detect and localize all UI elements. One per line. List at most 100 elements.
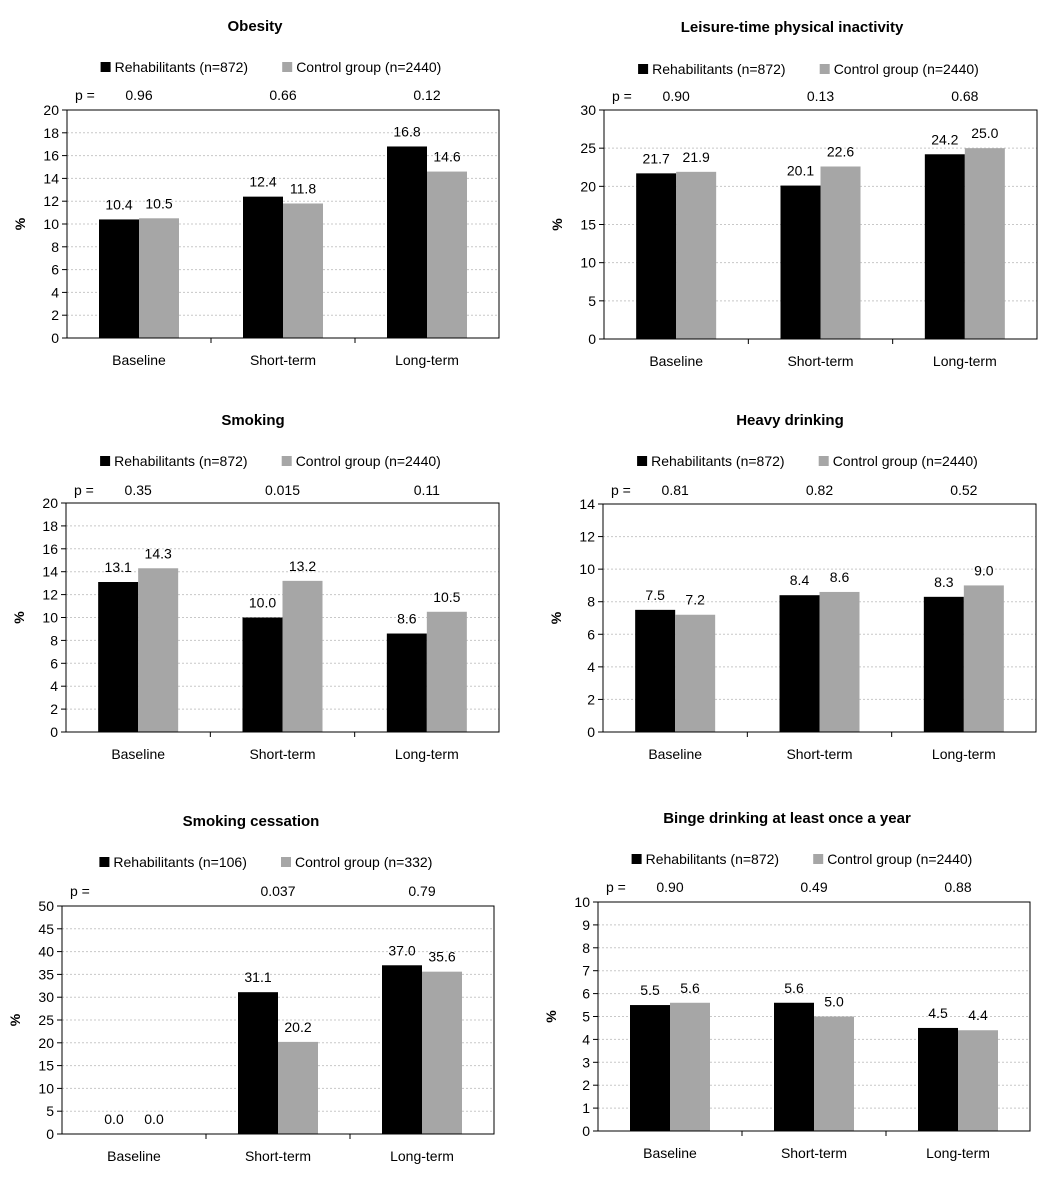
legend-label-rehabilitants: Rehabilitants (n=872) [652,61,785,77]
value-label-control: 25.0 [971,125,998,141]
y-axis-label: % [548,611,564,624]
value-label-control: 22.6 [827,143,854,159]
plot-frame [65,502,500,733]
y-axis-label: % [549,218,565,231]
bar-control [278,1041,318,1134]
legend-label-control: Control group (n=2440) [834,61,979,77]
y-tick-label: 40 [38,944,54,960]
value-label-control: 13.2 [289,558,316,574]
y-tick-label: 14 [42,564,58,580]
value-label-control: 11.8 [290,180,316,196]
value-label-control: 5.6 [680,980,700,996]
y-tick-label: 5 [588,293,596,309]
y-tick-label: 10 [574,894,590,910]
y-tick-label: 10 [42,610,58,626]
value-label-control: 21.9 [683,149,710,165]
bar-control [282,580,323,732]
legend-label-rehabilitants: Rehabilitants (n=872) [651,453,784,469]
y-tick-label: 4 [51,284,59,300]
legend-swatch-rehabilitants [99,857,110,867]
y-tick-label: 20 [42,495,58,511]
chart-title: Heavy drinking [736,412,844,429]
p-value-prefix: p = [70,883,90,899]
y-tick-label: 6 [587,626,595,642]
plot-frame [66,109,500,339]
x-category-label: Short-term [250,352,316,368]
p-value: 0.88 [944,879,971,895]
y-tick-label: 2 [587,691,595,707]
y-tick-label: 30 [580,102,596,118]
value-label-rehabilitants: 4.5 [928,1005,948,1021]
p-value: 0.96 [125,87,152,103]
y-tick-label: 0 [587,724,595,740]
legend-label-rehabilitants: Rehabilitants (n=872) [114,453,247,469]
y-tick-label: 8 [587,594,595,610]
value-label-rehabilitants: 12.4 [249,174,276,190]
x-category-label: Short-term [787,353,853,369]
y-tick-label: 12 [43,193,59,209]
y-tick-label: 4 [582,1031,590,1047]
chart-title: Leisure-time physical inactivity [681,19,904,36]
bar-rehabilitants [98,582,139,732]
y-tick-label: 0 [582,1123,590,1139]
bar-control [963,585,1004,732]
value-label-rehabilitants: 0.0 [104,1111,124,1127]
value-label-rehabilitants: 10.0 [249,595,276,611]
p-value: 0.49 [800,879,827,895]
legend-label-control: Control group (n=2440) [827,851,972,867]
value-label-control: 5.0 [824,994,844,1010]
bar-rehabilitants [243,196,283,338]
y-tick-label: 14 [43,170,59,186]
chart-panel: Smoking Rehabilitants (n=872) Control grou… [11,412,500,762]
bar-rehabilitants [387,146,427,338]
bar-control [139,218,179,338]
p-value: 0.81 [662,482,689,498]
y-axis-label: % [11,611,27,624]
y-tick-label: 10 [38,1080,54,1096]
bar-control [814,1016,854,1131]
legend-swatch-control [818,456,829,466]
y-tick-label: 16 [42,541,58,557]
bar-rehabilitants [242,617,283,732]
y-tick-label: 5 [582,1009,590,1025]
value-label-rehabilitants: 8.6 [397,611,417,627]
x-category-label: Baseline [111,746,165,762]
bar-rehabilitants [636,173,677,339]
bar-rehabilitants [99,219,139,338]
y-tick-label: 20 [38,1035,54,1051]
legend-label-control: Control group (n=332) [295,854,432,870]
p-value: 0.037 [260,883,295,899]
y-tick-label: 25 [38,1012,54,1028]
y-tick-label: 2 [582,1077,590,1093]
chart-panel: Heavy drinking Rehabilitants (n=872) Contr… [548,412,1037,762]
bar-rehabilitants [238,992,278,1134]
y-tick-label: 0 [51,330,59,346]
y-tick-label: 12 [579,529,595,545]
x-category-label: Long-term [395,746,459,762]
x-category-label: Long-term [390,1148,454,1164]
legend-swatch-control [819,64,830,74]
p-value: 0.68 [951,88,978,104]
y-tick-label: 1 [582,1100,590,1116]
p-value-prefix: p = [611,482,631,498]
x-category-label: Long-term [932,746,996,762]
chart-panel: Smoking cessation Rehabilitants (n=106) Co… [7,813,495,1164]
value-label-control: 0.0 [144,1111,164,1127]
y-axis-label: % [7,1013,23,1026]
value-label-control: 14.3 [145,545,172,561]
value-label-rehabilitants: 8.4 [790,572,810,588]
value-label-rehabilitants: 16.8 [393,123,420,139]
y-tick-label: 18 [43,125,59,141]
legend-swatch-rehabilitants [100,62,111,72]
y-tick-label: 0 [50,724,58,740]
p-value: 0.90 [656,879,683,895]
y-tick-label: 25 [580,140,596,156]
legend-swatch-rehabilitants [637,456,648,466]
y-tick-label: 35 [38,966,54,982]
p-value: 0.82 [806,482,833,498]
chart-panel: Obesity Rehabilitants (n=872) Control grou… [12,18,500,368]
value-label-rehabilitants: 5.5 [640,982,660,998]
y-tick-label: 45 [38,921,54,937]
chart-title: Smoking [221,412,284,429]
